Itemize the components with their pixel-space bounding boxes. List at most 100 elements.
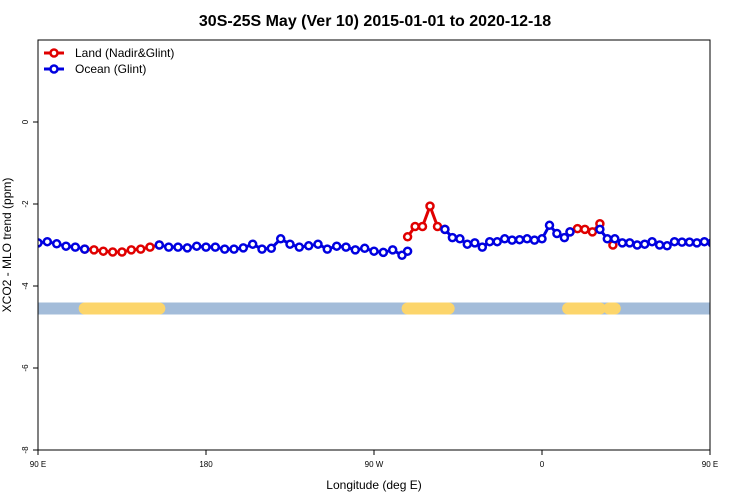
data-point xyxy=(723,244,730,251)
series-ocean xyxy=(38,220,750,261)
data-point xyxy=(529,235,540,245)
data-point xyxy=(135,244,146,254)
data-point xyxy=(201,242,211,252)
data-point xyxy=(126,245,137,255)
data-point xyxy=(639,239,650,249)
data-point xyxy=(163,242,174,252)
data-point xyxy=(647,236,657,247)
data-point xyxy=(492,236,502,247)
data-point xyxy=(98,246,109,256)
data-point xyxy=(359,243,370,254)
data-point xyxy=(572,223,583,234)
y-tick-label: 0 xyxy=(21,119,30,124)
data-point xyxy=(470,238,480,248)
x-tick-label: 180 xyxy=(199,460,213,469)
y-tick-label: -2 xyxy=(21,200,30,208)
data-point xyxy=(42,236,53,247)
data-point xyxy=(210,242,221,252)
legend-label: Land (Nadir&Glint) xyxy=(75,46,174,60)
x-axis-label: Longitude (deg E) xyxy=(326,478,421,492)
data-point xyxy=(544,220,555,231)
data-point xyxy=(331,241,342,251)
data-point xyxy=(455,234,465,244)
y-tick-label: -4 xyxy=(21,282,30,290)
legend-marker xyxy=(49,64,59,74)
data-point xyxy=(285,239,295,249)
x-tick-label: 90 E xyxy=(30,460,46,469)
data-point xyxy=(669,236,680,247)
data-point xyxy=(432,221,443,232)
x-axis: 90 E 180 90 W 0 90 E xyxy=(30,450,718,469)
plot-content xyxy=(38,201,750,315)
x-tick-label: 0 xyxy=(540,460,545,469)
data-point xyxy=(477,242,488,252)
data-point xyxy=(624,238,635,248)
y-axis-label: XCO2 - MLO trend (ppm) xyxy=(0,178,14,313)
data-point xyxy=(462,239,473,249)
data-point xyxy=(402,246,413,256)
data-point xyxy=(731,244,738,251)
legend: Land (Nadir&Glint) Ocean (Glint) xyxy=(44,46,174,76)
data-point xyxy=(79,244,90,254)
data-point xyxy=(587,227,598,237)
data-point xyxy=(537,234,547,244)
data-point xyxy=(266,243,277,254)
data-point xyxy=(684,237,695,247)
data-point xyxy=(602,234,613,244)
chart-title: 30S-25S May (Ver 10) 2015-01-01 to 2020-… xyxy=(199,13,551,30)
data-point xyxy=(746,248,750,255)
data-point xyxy=(51,239,62,249)
y-tick-label: -6 xyxy=(21,364,30,372)
data-point xyxy=(447,232,458,243)
data-point xyxy=(559,232,570,243)
plot-area xyxy=(38,201,750,315)
legend-marker xyxy=(49,48,59,58)
data-point xyxy=(173,242,183,252)
y-tick-label: -8 xyxy=(21,446,30,454)
legend-label: Ocean (Glint) xyxy=(75,62,146,76)
data-point xyxy=(145,242,155,252)
data-point xyxy=(182,243,193,253)
data-point xyxy=(716,242,723,249)
y-axis: 0 -2 -4 -6 -8 xyxy=(21,119,38,454)
data-point xyxy=(738,246,745,253)
data-point xyxy=(514,234,525,245)
data-point xyxy=(219,244,230,254)
data-point xyxy=(552,228,562,239)
data-point xyxy=(522,234,532,244)
x-tick-label: 90 E xyxy=(702,460,718,469)
data-point xyxy=(662,241,672,251)
data-point xyxy=(322,244,333,254)
data-point xyxy=(303,241,314,251)
data-point xyxy=(654,240,665,250)
data-point xyxy=(677,237,687,247)
data-point xyxy=(378,247,389,258)
data-point xyxy=(617,238,628,248)
data-point xyxy=(507,235,517,245)
data-point xyxy=(632,240,642,250)
data-point xyxy=(191,241,202,251)
data-point xyxy=(417,221,428,232)
data-point xyxy=(565,227,575,237)
data-point xyxy=(484,236,495,247)
data-point xyxy=(610,234,620,244)
data-point xyxy=(699,236,710,247)
data-point xyxy=(692,238,702,248)
data-point xyxy=(257,244,267,254)
data-point xyxy=(89,245,99,255)
data-point xyxy=(425,201,435,211)
data-point xyxy=(387,245,398,255)
data-point xyxy=(369,246,379,256)
data-point xyxy=(580,224,590,235)
x-tick-label: 90 W xyxy=(365,460,384,469)
data-point xyxy=(229,244,239,254)
data-point xyxy=(275,234,286,244)
data-point xyxy=(350,245,361,255)
data-point xyxy=(499,234,510,244)
data-point xyxy=(107,247,118,257)
data-point xyxy=(440,224,450,235)
data-point xyxy=(61,241,71,251)
data-point xyxy=(313,239,323,249)
data-point xyxy=(595,224,605,235)
